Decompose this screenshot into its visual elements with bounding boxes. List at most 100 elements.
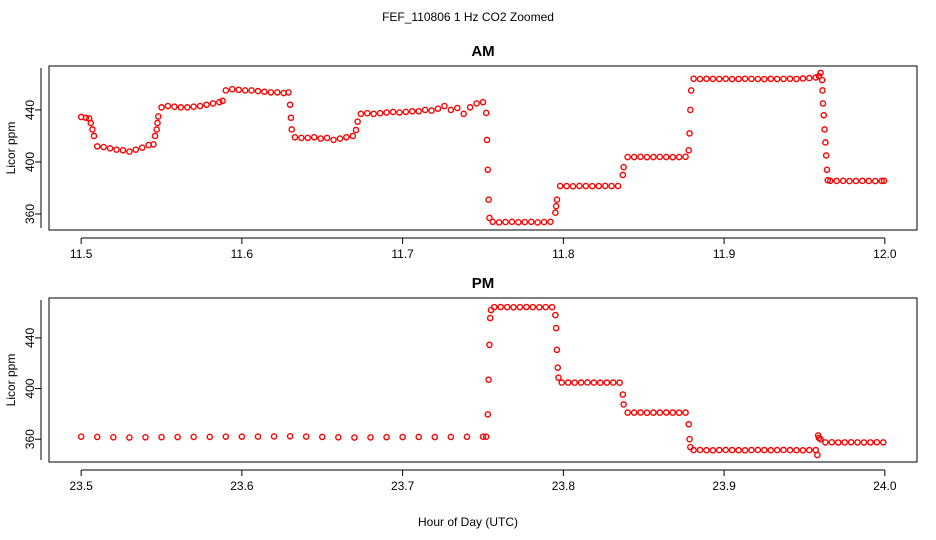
point <box>595 182 603 190</box>
point <box>113 146 120 153</box>
y-tick-label: 440 <box>23 100 37 120</box>
point <box>183 104 191 111</box>
point <box>780 446 787 454</box>
point <box>589 182 596 190</box>
point <box>786 75 794 83</box>
point <box>203 101 210 109</box>
point <box>154 119 161 127</box>
point <box>748 446 755 454</box>
point <box>616 379 623 387</box>
point <box>335 434 342 441</box>
point <box>823 166 831 174</box>
point <box>261 88 268 96</box>
point <box>463 433 471 441</box>
point <box>196 102 204 110</box>
point <box>521 218 529 226</box>
point <box>833 177 840 185</box>
point <box>473 100 480 107</box>
panel-title: PM <box>472 275 495 292</box>
point <box>363 109 371 117</box>
point <box>817 69 824 77</box>
point <box>669 409 676 416</box>
point <box>482 433 490 440</box>
point <box>142 434 149 441</box>
point <box>767 75 775 83</box>
point <box>238 433 246 440</box>
point <box>527 218 535 226</box>
point <box>630 153 638 161</box>
point <box>552 202 560 210</box>
point <box>780 75 787 83</box>
point <box>715 446 723 454</box>
point <box>814 451 821 459</box>
point <box>479 98 487 106</box>
point <box>150 141 157 148</box>
point <box>873 438 881 446</box>
point <box>357 110 365 118</box>
point <box>153 126 160 133</box>
point <box>298 134 305 142</box>
point <box>389 108 397 116</box>
point <box>460 110 468 118</box>
point <box>408 107 416 115</box>
point <box>119 146 127 154</box>
point <box>620 163 627 171</box>
point <box>155 113 162 120</box>
x-tick-label: 23.8 <box>552 479 576 493</box>
point <box>90 132 98 140</box>
point <box>270 433 278 440</box>
point <box>106 145 114 152</box>
point <box>132 146 140 153</box>
point <box>741 75 749 83</box>
point <box>479 433 487 440</box>
point <box>502 218 509 226</box>
point <box>821 126 828 133</box>
point <box>722 446 730 454</box>
point <box>267 89 275 96</box>
point <box>682 409 689 416</box>
point <box>415 107 423 115</box>
plot-frame <box>48 297 918 463</box>
point <box>415 433 423 441</box>
point <box>609 379 617 386</box>
point <box>682 153 689 161</box>
point <box>291 133 299 141</box>
point <box>854 439 861 446</box>
point <box>453 104 461 112</box>
point <box>431 433 439 441</box>
point <box>93 433 101 441</box>
point <box>754 75 762 83</box>
point <box>508 218 516 226</box>
point <box>483 136 491 144</box>
point <box>235 86 242 94</box>
point <box>878 177 885 185</box>
point <box>715 75 723 83</box>
point <box>441 102 448 110</box>
x-tick-label: 12.0 <box>873 247 897 261</box>
y-tick-label: 400 <box>23 378 37 398</box>
point <box>773 446 781 454</box>
point <box>558 379 566 386</box>
point <box>847 438 855 446</box>
point <box>367 434 374 441</box>
point <box>219 97 226 105</box>
point <box>151 132 159 140</box>
point <box>822 439 829 446</box>
point <box>643 153 651 161</box>
point <box>486 314 494 322</box>
x-tick-label: 11.6 <box>231 247 254 261</box>
x-tick-label: 11.7 <box>391 247 414 261</box>
point <box>109 434 117 441</box>
point <box>601 182 609 190</box>
point <box>302 433 310 440</box>
point <box>228 85 236 93</box>
y-axis-label: Licor ppm <box>4 354 18 407</box>
point <box>421 106 429 114</box>
point <box>735 446 742 454</box>
point <box>819 87 826 94</box>
point <box>489 218 496 226</box>
point <box>434 105 442 112</box>
point <box>485 376 492 383</box>
point <box>828 438 836 446</box>
